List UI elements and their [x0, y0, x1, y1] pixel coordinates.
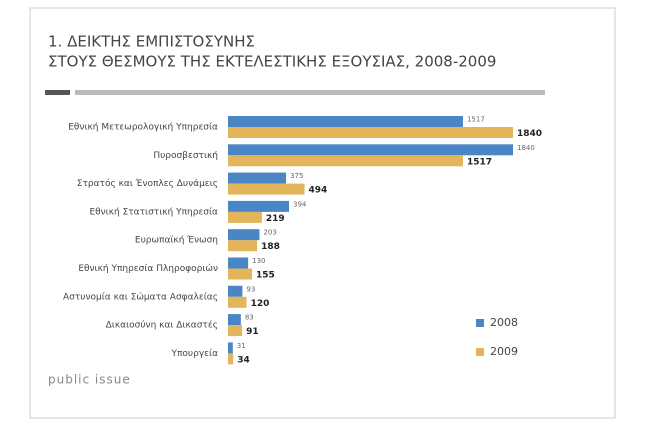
- divider-dark: [45, 90, 70, 95]
- bar: [228, 296, 247, 308]
- value-label: 1517: [467, 116, 485, 124]
- value-label: 375: [290, 172, 303, 180]
- chart-title: 1. ΔΕΙΚΤΗΣ ΕΜΠΙΣΤΟΣΥΝΗΣ: [48, 33, 255, 51]
- value-label: 120: [251, 299, 270, 309]
- value-label: 394: [293, 200, 307, 208]
- category-label: Στρατός και Ένοπλες Δυνάμεις: [77, 178, 218, 189]
- bar: [228, 155, 463, 167]
- legend-label: 2008: [490, 316, 518, 329]
- category-label: Υπουργεία: [170, 349, 218, 359]
- bar: [228, 229, 260, 241]
- category-label: Εθνική Υπηρεσία Πληροφοριών: [78, 263, 218, 274]
- category-label: Αστυνομία και Σώματα Ασφαλείας: [63, 291, 218, 302]
- value-label: 83: [245, 314, 254, 322]
- legend-label: 2009: [490, 345, 518, 358]
- value-label: 203: [263, 229, 276, 237]
- bar: [228, 353, 234, 365]
- value-label: 93: [246, 285, 255, 293]
- bar: [228, 314, 241, 326]
- chart-subtitle: ΣΤΟΥΣ ΘΕΣΜΟΥΣ ΤΗΣ ΕΚΤΕΛΕΣΤΙΚΗΣ ΕΞΟΥΣΙΑΣ,…: [48, 53, 496, 71]
- legend-swatch: [476, 319, 484, 327]
- bar: [228, 116, 463, 127]
- value-label: 91: [246, 327, 259, 337]
- value-label: 130: [252, 257, 265, 265]
- value-label: 1840: [517, 129, 542, 139]
- bar: [228, 325, 243, 337]
- bar: [228, 211, 262, 223]
- value-label: 31: [237, 342, 246, 350]
- legend-swatch: [476, 348, 484, 356]
- category-label: Πυροσβεστική: [153, 151, 218, 161]
- bar: [228, 342, 233, 354]
- bar: [228, 200, 290, 212]
- category-label: Εθνική Στατιστική Υπηρεσία: [89, 207, 218, 217]
- bar: [228, 144, 513, 156]
- value-label: 1517: [467, 157, 492, 167]
- bar: [228, 268, 253, 280]
- value-label: 494: [309, 186, 328, 196]
- bar: [228, 240, 258, 252]
- bar: [228, 257, 249, 269]
- divider-light: [75, 90, 545, 95]
- category-label: Δικαιοσύνη και Δικαστές: [106, 320, 218, 331]
- bar: [228, 183, 305, 195]
- value-label: 188: [261, 242, 280, 252]
- bar: [228, 127, 513, 138]
- bar: [228, 172, 287, 184]
- value-label: 34: [237, 355, 250, 365]
- value-label: 155: [256, 271, 275, 281]
- bar: [228, 285, 243, 297]
- category-label: Εθνική Μετεωρολογική Υπηρεσία: [68, 123, 218, 133]
- footer-brand: public issue: [48, 373, 131, 387]
- value-label: 1840: [517, 144, 535, 152]
- value-label: 219: [266, 214, 285, 224]
- category-label: Ευρωπαϊκή Ένωση: [135, 236, 218, 246]
- slide-frame: [29, 7, 616, 419]
